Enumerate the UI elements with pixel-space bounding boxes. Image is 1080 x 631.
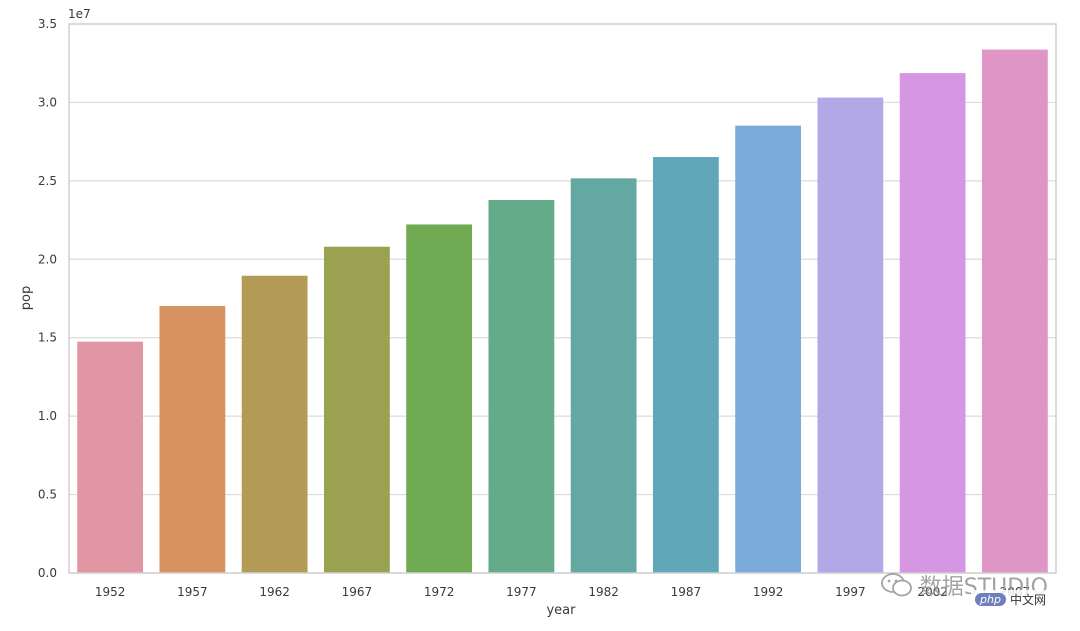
x-axis-label: year (546, 603, 576, 618)
plot-frame (68, 23, 1057, 574)
y-tick-label: 2.5 (38, 174, 57, 188)
bar-1977 (488, 199, 555, 573)
x-tick-label: 1982 (588, 585, 619, 599)
y-axis-label: pop (19, 286, 34, 310)
y-tick-labels: 0.0 0.5 1.0 1.5 2.0 2.5 3.0 3.5 (38, 17, 57, 580)
y-axis-multiplier: 1e7 (68, 7, 91, 21)
y-tick-label: 2.0 (38, 252, 57, 266)
site-badge: php 中文网 (971, 590, 1050, 609)
x-tick-label: 1972 (424, 585, 455, 599)
bar-1992 (735, 125, 802, 573)
bar-1962 (241, 275, 308, 573)
bar-1987 (652, 157, 719, 573)
y-tick-label: 1.0 (38, 409, 57, 423)
x-tick-label: 2002 (917, 585, 948, 599)
x-tick-label: 1997 (835, 585, 866, 599)
bar-1982 (570, 178, 637, 574)
x-tick-label: 1962 (259, 585, 290, 599)
wechat-icon (880, 573, 912, 597)
grid-lines (69, 23, 1056, 574)
y-tick-label: 0.0 (38, 566, 57, 580)
x-tick-label: 1977 (506, 585, 537, 599)
bar-1997 (817, 97, 884, 573)
y-tick-label: 3.0 (38, 95, 57, 109)
bar-1972 (406, 224, 473, 573)
y-tick-label: 3.5 (38, 17, 57, 31)
x-tick-label: 1967 (342, 585, 373, 599)
bar-1957 (159, 306, 226, 573)
bar-1967 (323, 246, 390, 574)
site-badge-text: 中文网 (1009, 593, 1046, 607)
x-tick-label: 1992 (753, 585, 784, 599)
x-tick-label: 1952 (95, 585, 126, 599)
bars (77, 49, 1048, 574)
php-logo: php (975, 593, 1006, 606)
y-tick-label: 1.5 (38, 331, 57, 345)
bar-2002 (899, 73, 966, 573)
y-tick-label: 0.5 (38, 488, 57, 502)
x-tick-label: 1957 (177, 585, 208, 599)
x-tick-label: 1987 (671, 585, 702, 599)
bar-2007 (981, 49, 1048, 574)
bar-1952 (77, 341, 144, 573)
